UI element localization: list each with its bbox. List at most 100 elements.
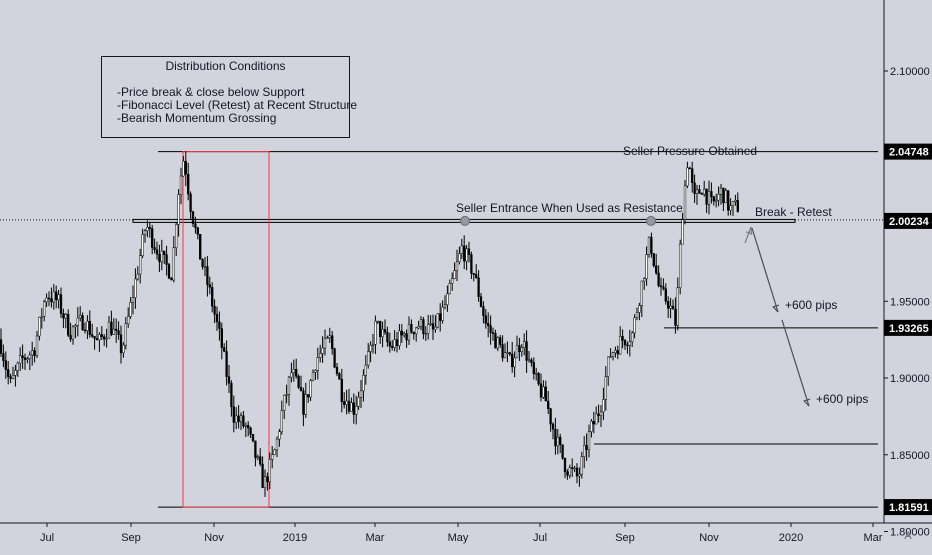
- candle-body: [371, 344, 375, 346]
- candle-body: [230, 382, 233, 408]
- candle-body: [705, 188, 708, 205]
- x-tick-label: Sep: [615, 532, 635, 544]
- candle-body: [679, 243, 682, 288]
- info-box-lines: -Price break & close below Support -Fibo…: [117, 86, 357, 125]
- y-tick-label: 1.80000: [890, 527, 930, 539]
- candle-body: [547, 400, 550, 409]
- candle-body: [26, 358, 29, 360]
- candle-body: [177, 194, 180, 225]
- candle-body: [472, 273, 475, 275]
- candle-body: [631, 332, 634, 343]
- candle-body: [489, 325, 492, 333]
- target-arrow-1-head: [772, 304, 780, 313]
- candle-body: [410, 324, 413, 333]
- candle-body: [211, 287, 214, 307]
- candle-body: [467, 248, 471, 255]
- y-tick-label: 2.10000: [890, 66, 930, 78]
- candle-body: [643, 278, 646, 282]
- candle-body: [62, 313, 65, 319]
- candle-body: [280, 410, 283, 432]
- candle-body: [191, 211, 195, 224]
- candle-body: [136, 273, 139, 280]
- candle-body: [515, 345, 519, 359]
- candle-body: [55, 291, 58, 301]
- candle-body: [345, 400, 348, 405]
- candle-body: [451, 278, 454, 284]
- candle-body: [518, 345, 521, 352]
- candle-body: [664, 288, 667, 302]
- candle-body: [259, 456, 262, 465]
- candle-body: [645, 254, 648, 279]
- y-tick-label: 1.85000: [890, 450, 930, 462]
- candle-body: [729, 205, 732, 211]
- candle-body: [556, 436, 559, 447]
- candle-body: [513, 357, 516, 368]
- candle-body: [307, 394, 310, 398]
- tradingview-logo-icon[interactable]: A: [904, 530, 912, 542]
- candle-body: [28, 354, 31, 359]
- target-arrow-2: [781, 319, 810, 407]
- candle-body: [355, 406, 358, 415]
- candle-body: [170, 277, 173, 281]
- candle-body: [506, 352, 509, 354]
- candle-body: [263, 476, 267, 488]
- candle-body: [376, 320, 379, 323]
- candle-body: [448, 283, 451, 295]
- y-tick-label: 1.90000: [890, 373, 930, 385]
- candle-body: [470, 254, 473, 274]
- seller-pressure-label: Seller Pressure Obtained: [623, 144, 757, 158]
- candle-body: [33, 350, 36, 356]
- candle-body: [95, 338, 99, 341]
- candle-body: [691, 168, 694, 183]
- candle-body: [623, 340, 627, 346]
- candle-body: [465, 248, 468, 262]
- target-arrow-1: [751, 227, 779, 313]
- price-badge: [884, 319, 932, 336]
- candle-body: [64, 314, 67, 319]
- candle-body: [427, 324, 430, 334]
- candle-body: [403, 333, 406, 336]
- candle-body: [235, 415, 238, 423]
- candle-body: [571, 467, 574, 469]
- candle-body: [273, 449, 276, 455]
- info-box-title: Distribution Conditions: [165, 59, 286, 73]
- price-badge-label: 2.00234: [889, 216, 930, 228]
- candle-body: [395, 339, 399, 346]
- x-tick-label: 2020: [779, 532, 803, 544]
- x-tick-label: Sep: [121, 532, 141, 544]
- candle-body: [712, 196, 715, 202]
- candle-body: [43, 301, 46, 317]
- candle-body: [172, 247, 175, 281]
- pips-label-2: +600 pips: [816, 392, 868, 406]
- price-badge: [884, 143, 932, 160]
- candle-body: [175, 224, 178, 248]
- retest-arrow: [744, 226, 752, 244]
- candle-body: [331, 335, 334, 349]
- candle-body: [693, 182, 696, 194]
- candle-body: [381, 329, 384, 338]
- candle-body: [635, 312, 639, 318]
- candle-body: [326, 337, 329, 340]
- candle-body: [379, 320, 382, 338]
- price-badge-label: 2.04748: [889, 147, 929, 159]
- candle-body: [88, 320, 91, 335]
- candle-body: [503, 352, 507, 359]
- candle-body: [559, 436, 562, 445]
- candle-body: [580, 456, 583, 475]
- candle-body: [93, 336, 96, 339]
- candle-body: [153, 247, 156, 251]
- candle-body: [81, 315, 84, 331]
- candle-body: [158, 254, 161, 263]
- candle-body: [251, 434, 255, 442]
- candle-body: [367, 351, 370, 366]
- candle-body: [602, 399, 605, 413]
- candle-body: [335, 366, 339, 374]
- candle-body: [45, 297, 48, 303]
- candle-body: [542, 386, 545, 398]
- candle-body: [287, 376, 291, 395]
- candle-body: [160, 250, 163, 263]
- candle-body: [597, 413, 600, 416]
- candle-body: [715, 199, 718, 202]
- candle-body: [340, 378, 343, 402]
- candle-body: [537, 373, 540, 385]
